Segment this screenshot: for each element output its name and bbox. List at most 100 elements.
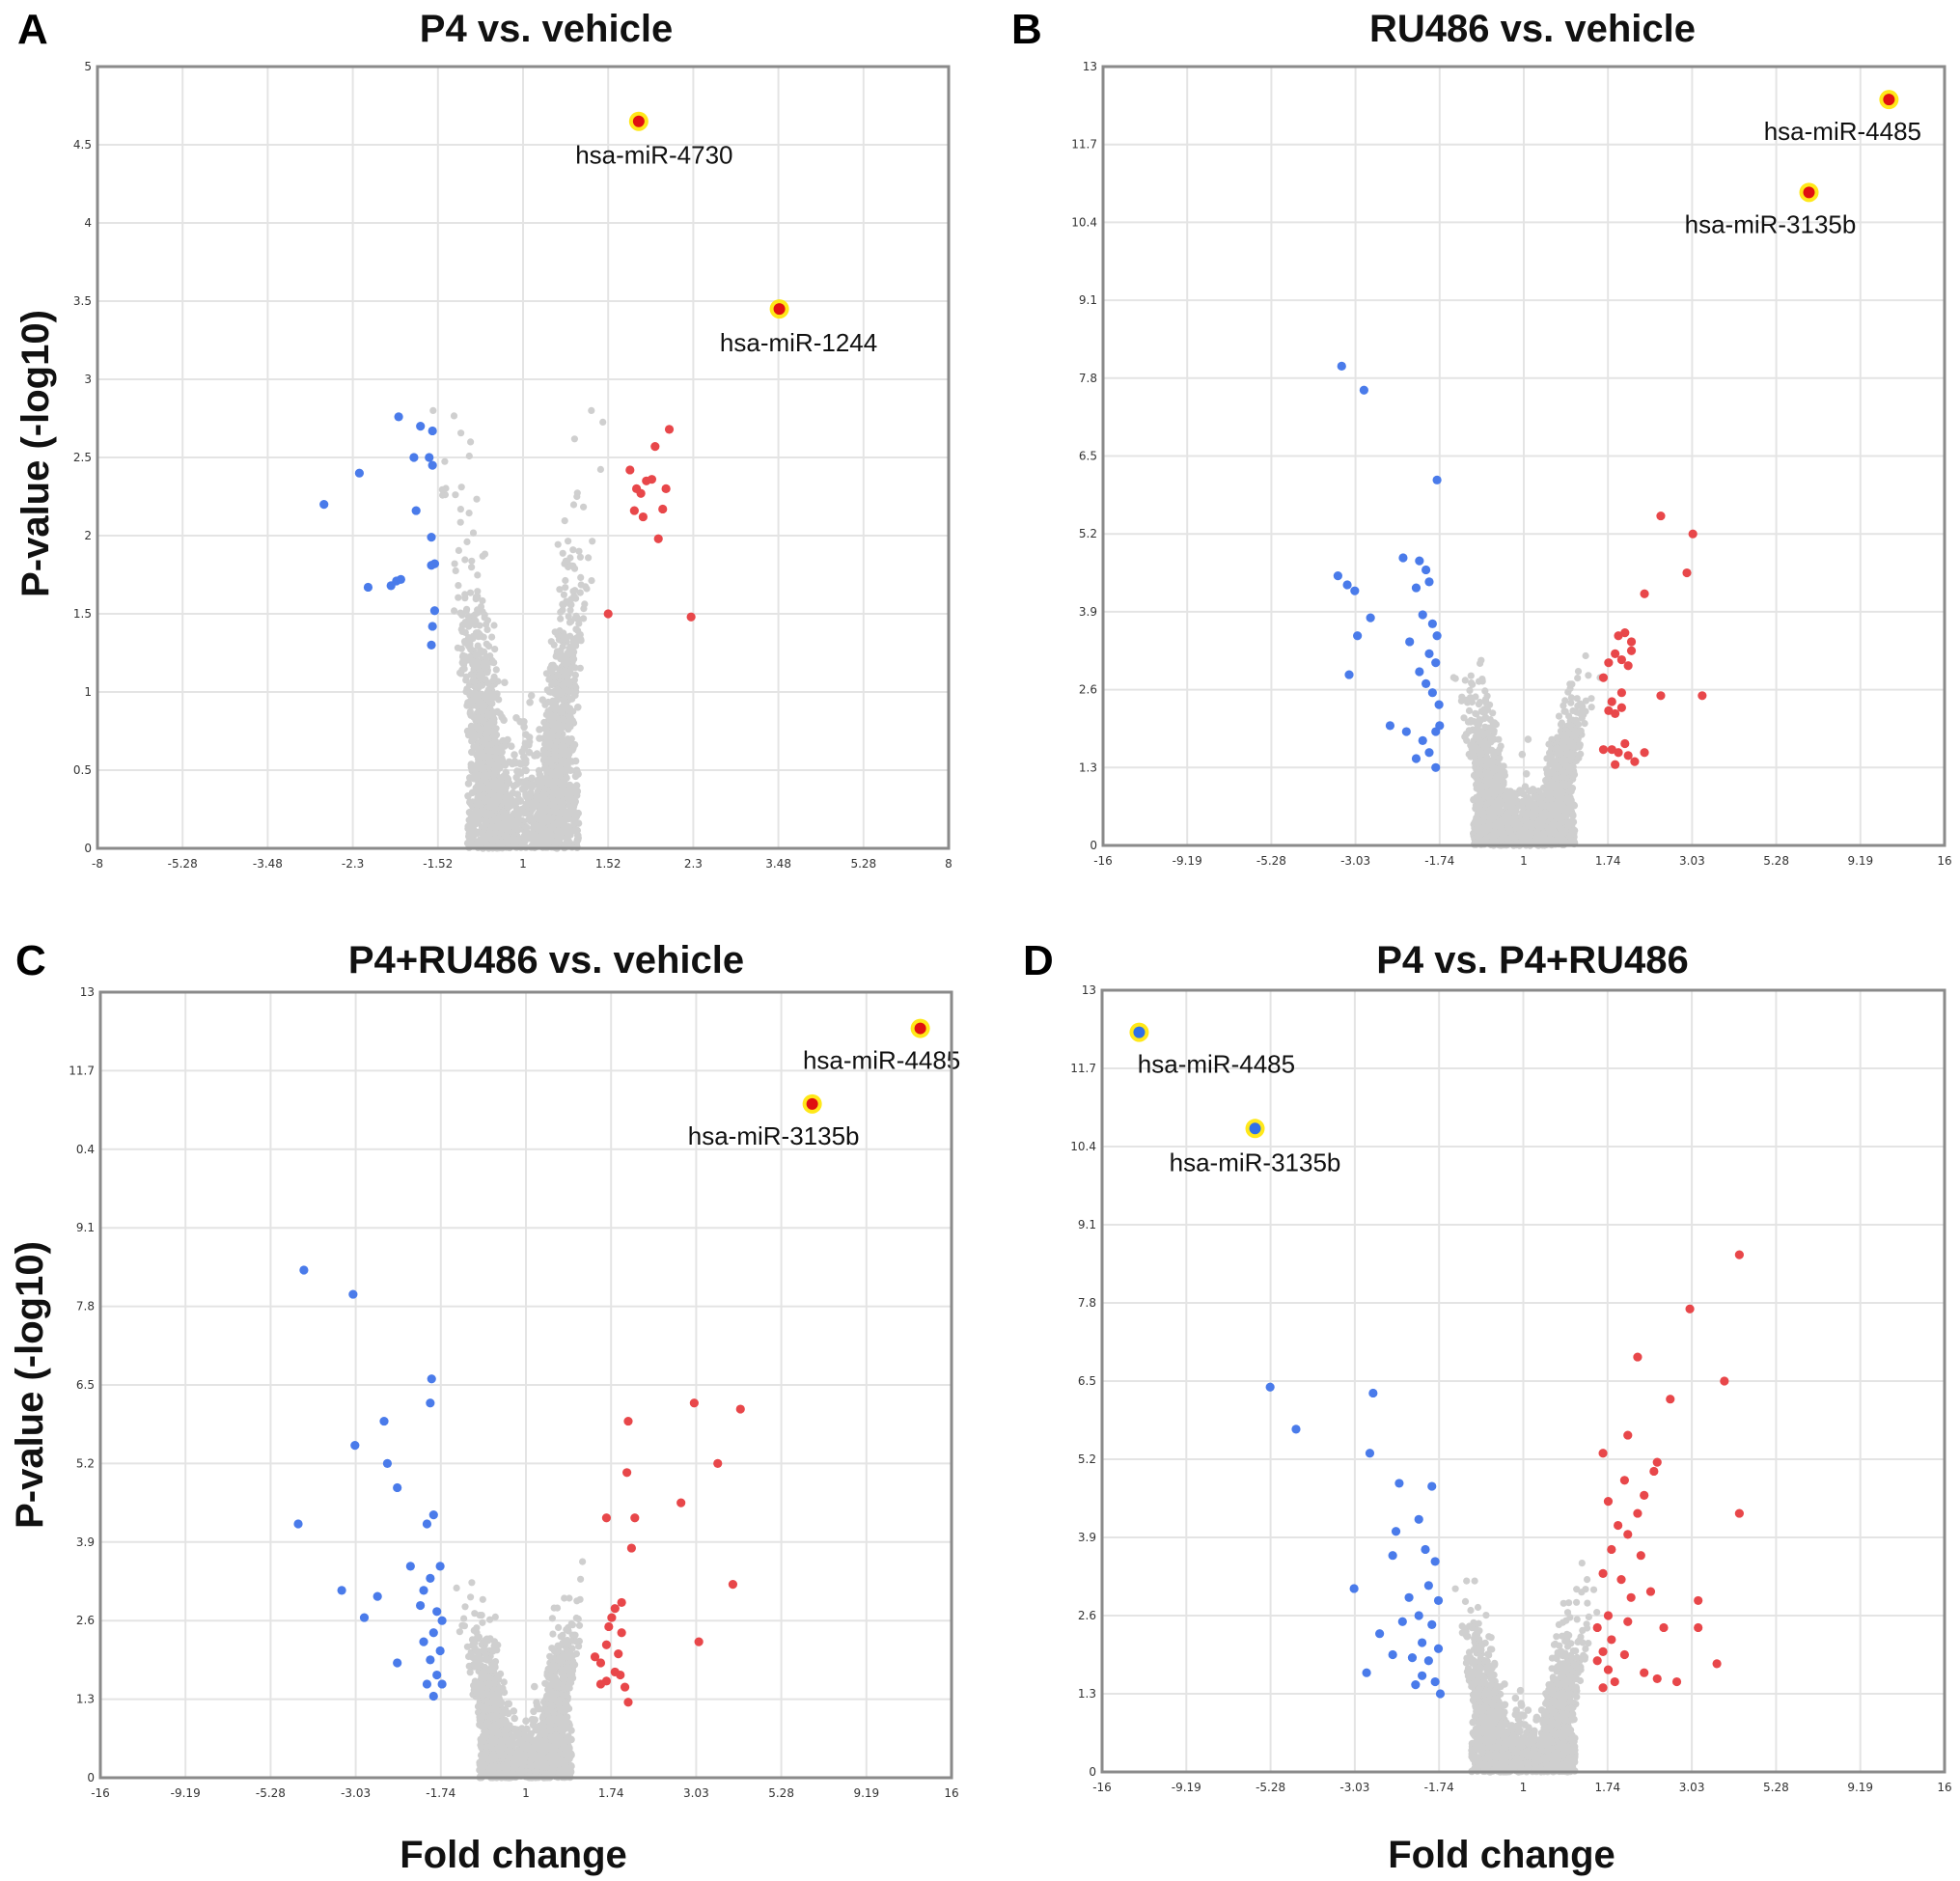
ns-point [482, 839, 490, 847]
ns-point [479, 706, 487, 714]
ns-point [482, 774, 489, 782]
ns-point [429, 406, 437, 414]
downregulated-point [429, 606, 440, 616]
ns-point [581, 600, 589, 608]
ns-point [1472, 733, 1479, 741]
ns-point [483, 688, 491, 696]
ns-point [501, 678, 509, 686]
upregulated-point [661, 484, 671, 493]
ns-point [1475, 746, 1482, 754]
x-tick-label: -2.3 [342, 857, 364, 871]
ns-point [474, 588, 482, 595]
ns-point [1480, 714, 1488, 723]
ns-point [574, 834, 582, 842]
ns-point [577, 581, 585, 589]
ns-point [573, 492, 581, 501]
ns-point [450, 412, 458, 420]
ns-point [501, 783, 509, 791]
ns-point [1487, 724, 1495, 732]
ns-point [1567, 699, 1575, 706]
ns-point [1574, 675, 1582, 682]
ns-point [1555, 712, 1563, 720]
panel-letter-b: B [1011, 6, 1042, 53]
ns-point [576, 664, 584, 672]
ns-point [1467, 672, 1475, 679]
ns-point [561, 695, 568, 703]
ns-point [525, 792, 533, 800]
ns-point [463, 538, 471, 546]
downregulated-point [411, 506, 421, 515]
ns-point [569, 806, 577, 815]
ns-point [463, 727, 472, 735]
downregulated-point [427, 561, 436, 570]
ns-point [523, 823, 531, 832]
ns-point [452, 567, 459, 575]
ns-point [1470, 718, 1477, 726]
ns-point [569, 643, 577, 651]
ns-point [576, 553, 585, 561]
ns-point [455, 594, 462, 601]
ns-point [1571, 730, 1579, 737]
ns-point [532, 831, 540, 840]
ns-point [565, 815, 573, 822]
ns-point [451, 560, 458, 567]
ns-point [527, 691, 536, 700]
ns-point [487, 781, 495, 788]
ns-point [569, 546, 577, 554]
ns-point [580, 615, 588, 622]
x-tick-label: -5.28 [168, 857, 198, 871]
ns-point [554, 540, 562, 548]
ns-point [1481, 744, 1489, 752]
ns-point [483, 669, 491, 677]
ns-point [544, 775, 553, 784]
ns-point [554, 827, 563, 835]
ns-point [492, 666, 500, 674]
ns-point [474, 760, 483, 768]
ns-point [457, 429, 465, 437]
ns-point [1463, 736, 1471, 744]
ns-point [461, 591, 469, 598]
ns-point [567, 562, 575, 569]
ns-point [1473, 772, 1480, 780]
ns-point [1552, 761, 1560, 769]
ns-point [565, 825, 573, 833]
ns-point [1522, 770, 1531, 778]
ns-point [545, 838, 554, 846]
ns-point [483, 722, 492, 730]
ns-point [554, 672, 562, 679]
ns-point [542, 670, 551, 678]
ns-point [530, 798, 538, 807]
panel-letter-d: D [1023, 937, 1054, 984]
ns-point [531, 752, 538, 760]
ns-point [1488, 736, 1496, 745]
panel-title-d: P4 vs. P4+RU486 [1376, 939, 1689, 982]
downregulated-point [363, 582, 373, 593]
ns-point [514, 825, 522, 834]
ns-point [468, 564, 476, 571]
ns-point [472, 617, 480, 625]
upregulated-point [658, 504, 668, 514]
ns-point [510, 834, 517, 842]
downregulated-point [428, 426, 437, 436]
point-annotation: hsa-miR-4730 [575, 141, 732, 170]
ns-point [571, 664, 579, 672]
ns-point [505, 758, 513, 766]
ns-point [544, 734, 553, 742]
ns-point [520, 718, 528, 726]
y-tick-label: 4.5 [73, 138, 92, 152]
ns-point [1561, 780, 1569, 788]
ns-point [1558, 719, 1565, 727]
y-tick-label: 3 [84, 373, 92, 386]
upregulated-point [603, 609, 613, 619]
ns-point [525, 816, 533, 823]
ns-point [509, 788, 517, 797]
downregulated-point [425, 453, 434, 462]
ns-point [577, 637, 585, 645]
ns-point [482, 816, 489, 825]
ns-point [483, 625, 491, 634]
panel-letter-c: C [15, 937, 46, 984]
ns-point [561, 517, 568, 525]
ns-point [455, 546, 462, 555]
ns-point [1466, 686, 1474, 695]
